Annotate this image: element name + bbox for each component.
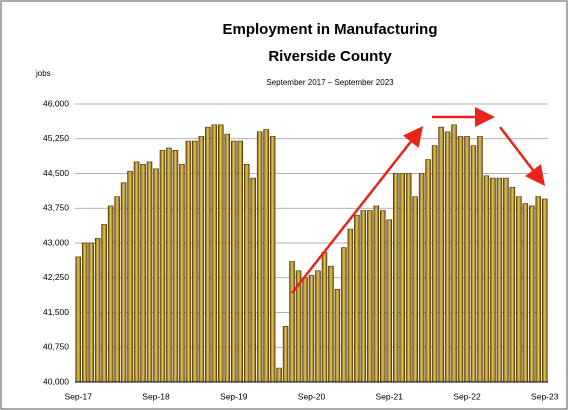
bar: [230, 140, 237, 383]
y-tick-label: 44,500: [43, 168, 69, 178]
x-tick-label: Sep-17: [65, 391, 93, 401]
x-tick-label: Sep-20: [298, 391, 326, 401]
bar: [490, 177, 496, 383]
bar: [146, 161, 153, 383]
bar: [185, 140, 192, 383]
bar: [405, 173, 412, 383]
plot: 40,000 40,750 41,500 42,250 43,000 43,750 44,5…: [43, 98, 559, 401]
y-tick-label: 40,750: [43, 342, 69, 352]
bar: [289, 261, 295, 383]
bar: [373, 205, 380, 383]
bar: [101, 224, 107, 383]
bar: [418, 173, 425, 383]
bar: [503, 177, 509, 383]
chart-subtitle: September 2017 – September 2023: [266, 78, 394, 87]
bar: [237, 140, 243, 383]
bar: [159, 150, 166, 383]
bar: [386, 219, 393, 383]
bar: [166, 147, 172, 383]
bar: [431, 145, 438, 383]
bar: [120, 182, 127, 383]
bar: [172, 150, 179, 383]
bar: [444, 131, 451, 383]
bar: [483, 175, 490, 383]
bar: [153, 168, 159, 383]
bar: [81, 242, 88, 383]
bar: [341, 247, 347, 383]
bar: [367, 210, 373, 383]
annotations: [291, 107, 546, 294]
bar: [192, 140, 198, 383]
bar: [347, 228, 354, 383]
bar: [412, 196, 418, 383]
y-tick-label: 43,750: [43, 203, 69, 213]
bar: [438, 126, 444, 383]
bar: [224, 133, 231, 383]
bar: [211, 124, 218, 383]
bar: [496, 177, 503, 383]
bar: [451, 124, 457, 383]
y-tick-label: 41,500: [43, 307, 69, 317]
bar: [308, 275, 315, 383]
bar: [516, 196, 522, 383]
bar: [522, 203, 529, 383]
y-tick-label: 45,250: [43, 133, 69, 143]
x-tick-label: Sep-23: [531, 391, 559, 401]
bar: [179, 163, 185, 383]
y-tick-label: 43,000: [43, 237, 69, 247]
chart-title: Employment in Manufacturing: [222, 21, 437, 38]
bar: [243, 163, 250, 383]
x-tick-label: Sep-18: [142, 391, 170, 401]
x-tick-label: Sep-21: [376, 391, 404, 401]
bar: [282, 326, 289, 383]
bar: [302, 277, 308, 383]
bar: [127, 170, 133, 383]
bar: [140, 163, 146, 383]
bar: [276, 367, 282, 383]
x-tick-label: Sep-22: [453, 391, 481, 401]
bar: [328, 265, 334, 383]
bar: [477, 136, 483, 383]
bar: [380, 210, 386, 383]
bar: [392, 173, 399, 383]
y-tick-label: 46,000: [43, 98, 69, 108]
bar: [114, 196, 120, 383]
bar: [205, 126, 211, 383]
bar: [425, 159, 431, 383]
y-tick-label: 42,250: [43, 272, 69, 282]
bar: [198, 136, 205, 383]
bar: [269, 136, 276, 383]
bar: [334, 289, 341, 383]
chart-title: Riverside County: [268, 48, 392, 65]
bar: [88, 242, 94, 383]
bar: [360, 210, 367, 383]
x-tick-label: Sep-19: [220, 391, 248, 401]
bar: [399, 173, 405, 383]
y-tick-label: 40,000: [43, 376, 69, 386]
bar: [133, 161, 140, 383]
bar: [535, 196, 542, 383]
bar: [263, 129, 269, 383]
bar: [75, 256, 82, 383]
bar: [107, 205, 114, 383]
bar: [470, 145, 477, 383]
trend-arrow: [499, 126, 546, 186]
trend-arrow: [291, 126, 424, 294]
bar: [250, 177, 256, 383]
bar: [315, 270, 321, 383]
bar: [94, 238, 101, 383]
bar: [464, 136, 470, 383]
y-axis-label: jobs: [35, 69, 51, 78]
bar: [218, 124, 224, 383]
bar: [321, 251, 328, 383]
bar: [541, 198, 548, 383]
bar: [457, 136, 464, 383]
bar: [256, 131, 263, 383]
bar: [529, 205, 535, 383]
bar: [509, 187, 516, 383]
bar: [354, 214, 360, 383]
